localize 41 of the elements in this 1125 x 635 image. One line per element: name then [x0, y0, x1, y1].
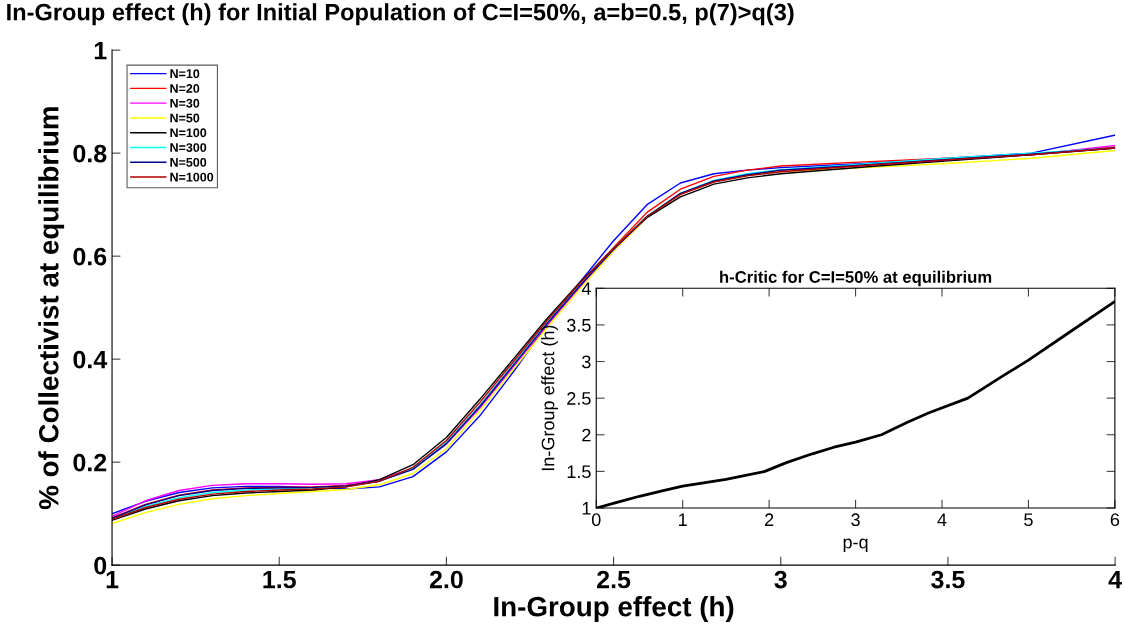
x-axis-title: In-Group effect (h) [494, 596, 734, 622]
y-tick-label: 0.6 [73, 247, 107, 266]
x-tick-label: 0 [591, 513, 601, 527]
x-tick-label: 2.5 [597, 570, 631, 589]
x-tick-label: 3.5 [931, 570, 965, 589]
legend-label: N=100 [170, 128, 207, 138]
y-tick-label: 3 [582, 355, 591, 369]
y-tick-label: 4 [581, 282, 591, 295]
chart-title: In-Group effect (h) for Initial Population of C=I=50%, a=b=0.5, p(7)>q(3) [7, 3, 794, 26]
y-tick-label: 0.8 [73, 144, 107, 163]
x-tick-label: 2 [765, 513, 774, 526]
x-axis-title: p-q [843, 538, 868, 553]
legend-label: N=300 [170, 143, 207, 152]
y-tick-label: 2.5 [567, 392, 591, 405]
x-tick-label: 1 [679, 513, 687, 526]
legend-label: N=30 [170, 98, 200, 108]
legend-label: N=10 [170, 69, 200, 79]
x-tick-label: 1.5 [263, 570, 296, 589]
legend-label: N=500 [170, 157, 207, 167]
y-tick-label: 1.5 [567, 465, 591, 479]
x-tick-label: 6 [1110, 513, 1120, 527]
x-tick-label: 3 [774, 570, 787, 589]
x-tick-label: 4 [937, 513, 947, 526]
y-tick-label: 0.4 [73, 350, 108, 369]
y-tick-label: 0 [94, 556, 107, 575]
x-tick-label: 5 [1024, 513, 1033, 527]
x-tick-label: 4 [1108, 570, 1122, 589]
y-tick-label: 1 [582, 502, 591, 515]
legend-label: N=1000 [170, 172, 214, 182]
x-tick-label: 3 [851, 513, 860, 527]
legend-label: N=20 [170, 84, 200, 93]
y-tick-label: 1 [94, 42, 107, 60]
y-tick-label: 3.5 [566, 318, 591, 332]
chart-title: h-Critic for C=I=50% at equilibrium [720, 270, 992, 287]
y-tick-label: 2 [582, 428, 591, 442]
x-tick-label: 1 [106, 570, 119, 589]
y-axis-title: % of Collectivist at equilibrium [38, 107, 65, 510]
x-tick-label: 2.0 [429, 570, 463, 589]
y-axis-title: In-Group effect (h) [541, 325, 558, 471]
y-tick-label: 0.2 [73, 453, 107, 472]
legend-label: N=50 [170, 113, 200, 123]
